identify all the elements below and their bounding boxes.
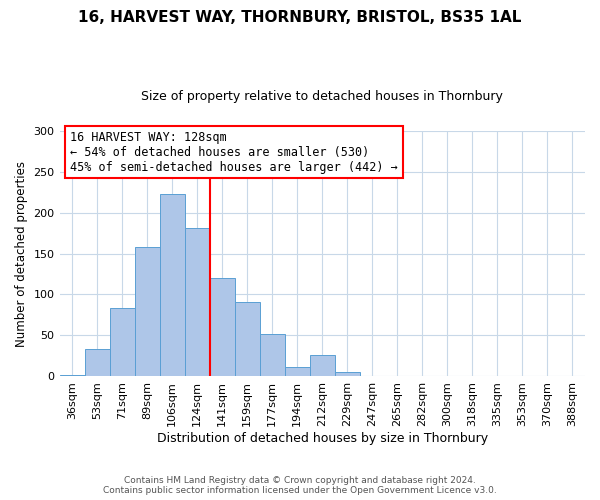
Text: 16 HARVEST WAY: 128sqm
← 54% of detached houses are smaller (530)
45% of semi-de: 16 HARVEST WAY: 128sqm ← 54% of detached… bbox=[70, 130, 398, 174]
Bar bbox=[110, 308, 134, 376]
X-axis label: Distribution of detached houses by size in Thornbury: Distribution of detached houses by size … bbox=[157, 432, 488, 445]
Bar bbox=[285, 368, 310, 376]
Bar bbox=[160, 194, 185, 376]
Text: 16, HARVEST WAY, THORNBURY, BRISTOL, BS35 1AL: 16, HARVEST WAY, THORNBURY, BRISTOL, BS3… bbox=[79, 10, 521, 25]
Bar bbox=[310, 355, 335, 376]
Bar bbox=[85, 350, 110, 376]
Y-axis label: Number of detached properties: Number of detached properties bbox=[15, 160, 28, 346]
Bar bbox=[260, 334, 285, 376]
Title: Size of property relative to detached houses in Thornbury: Size of property relative to detached ho… bbox=[142, 90, 503, 103]
Bar bbox=[335, 372, 360, 376]
Bar bbox=[209, 278, 235, 376]
Bar bbox=[59, 375, 85, 376]
Bar bbox=[235, 302, 260, 376]
Text: Contains HM Land Registry data © Crown copyright and database right 2024.
Contai: Contains HM Land Registry data © Crown c… bbox=[103, 476, 497, 495]
Bar bbox=[185, 228, 209, 376]
Bar bbox=[134, 247, 160, 376]
